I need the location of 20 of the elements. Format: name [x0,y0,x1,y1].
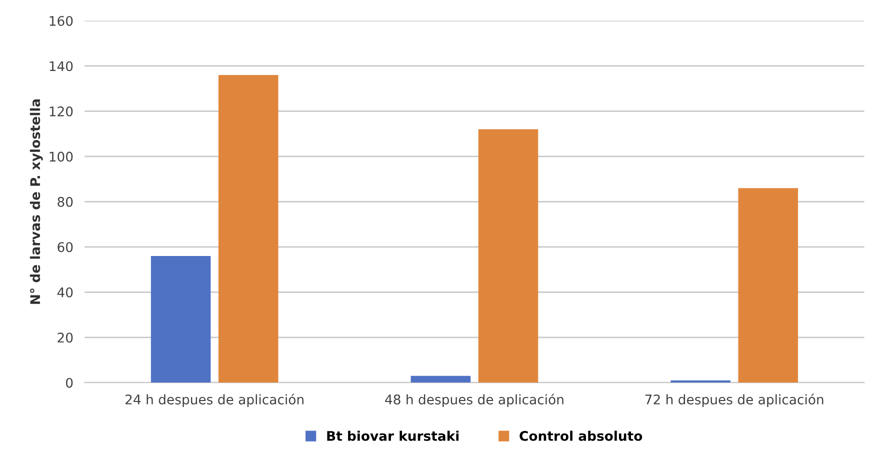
bar [478,129,538,383]
bar [218,75,278,383]
y-tick-label: 20 [58,332,73,343]
y-tick-label: 60 [58,242,73,252]
y-tick-label: 80 [58,196,73,207]
y-axis-title: N° de larvas de P. xylostella [30,99,43,304]
y-tick-label: 140 [50,61,73,72]
x-tick-label: 72 h despues de aplicación [645,394,824,408]
bar [150,256,211,383]
x-tick-label: 48 h despues de aplicación [385,394,564,408]
y-tick-label: 40 [57,287,73,298]
x-tick-label: 24 h despues de aplicación [126,394,304,408]
y-tick-label: 100 [50,152,73,162]
y-tick-label: 120 [50,106,73,116]
bar [738,188,798,383]
y-tick-label: 0 [66,378,73,388]
bar [410,376,471,383]
y-tick-label: 160 [50,16,73,26]
legend-label: Control absoluto [520,430,642,441]
legend-label: Bt biovar kurstaki [327,430,459,441]
